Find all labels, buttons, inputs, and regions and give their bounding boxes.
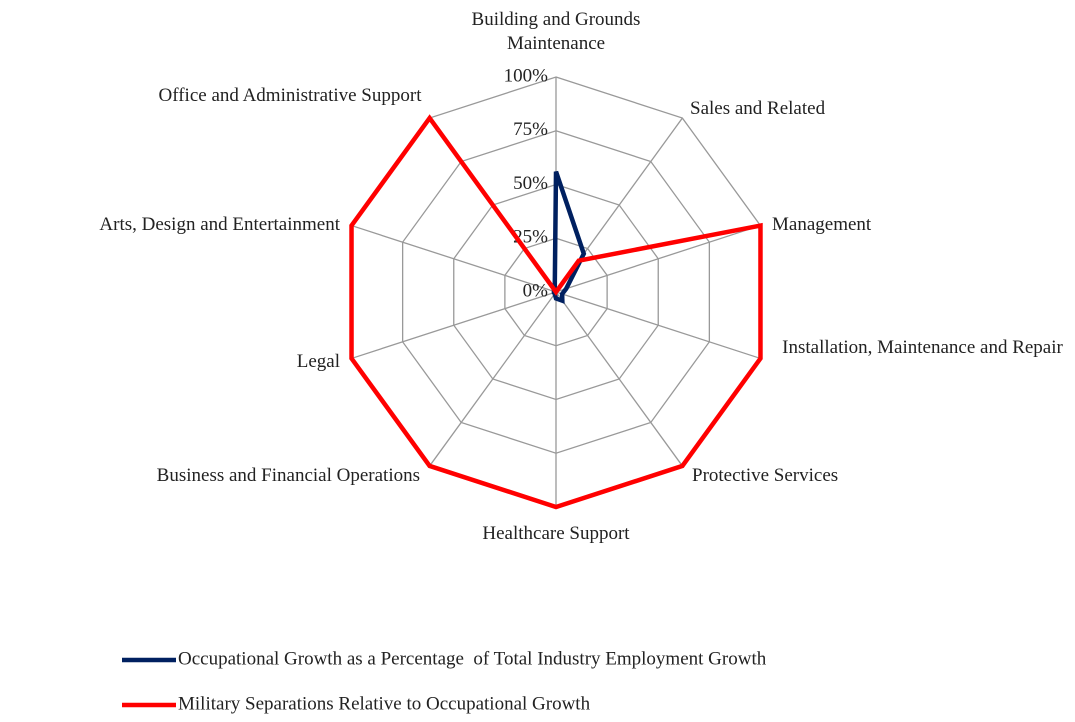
- category-label: Arts, Design and Entertainment: [99, 214, 340, 235]
- y-tick-label: 100%: [504, 65, 549, 86]
- category-label: Building and Grounds Maintenance: [471, 9, 641, 54]
- series-line: [551, 170, 587, 304]
- legend-label: Occupational Growth as a Percentage of T…: [178, 648, 767, 669]
- category-label: Office and Administrative Support: [158, 85, 422, 106]
- y-tick-label: 50%: [513, 173, 548, 194]
- category-label: Legal: [296, 351, 340, 372]
- series-line: [349, 114, 763, 510]
- y-tick-label: 0%: [523, 280, 549, 301]
- legend-label: Military Separations Relative to Occupat…: [178, 693, 591, 714]
- category-label: Installation, Maintenance and Repair: [782, 337, 1063, 358]
- spoke: [351, 291, 557, 360]
- category-label: Business and Financial Operations: [156, 465, 420, 486]
- spoke: [351, 224, 557, 293]
- spoke: [555, 291, 683, 467]
- category-label: Sales and Related: [690, 98, 826, 119]
- spoke: [555, 224, 761, 293]
- category-label: Management: [772, 214, 872, 235]
- spoke: [429, 291, 557, 467]
- category-label: Healthcare Support: [482, 523, 630, 544]
- y-tick-label: 75%: [513, 119, 548, 140]
- category-label: Protective Services: [692, 465, 839, 486]
- spoke: [555, 291, 761, 360]
